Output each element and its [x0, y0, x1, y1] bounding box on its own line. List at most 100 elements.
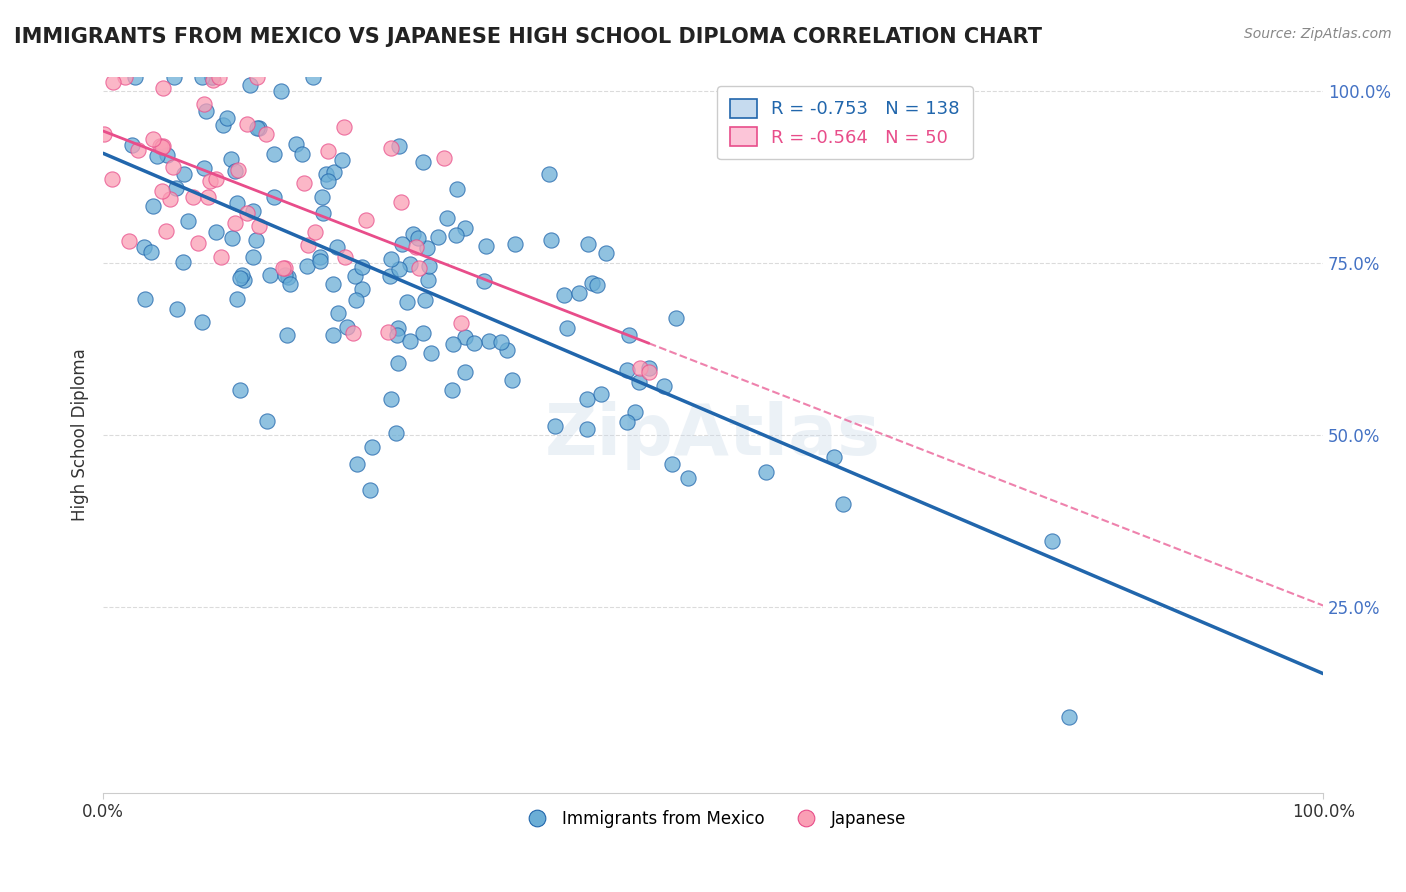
Point [1059, 710, 1081, 724]
Point [322, 165, 344, 179]
Point [475, 239, 498, 253]
Point [359, 483, 381, 497]
Point [413, 293, 436, 307]
Point [304, 225, 326, 239]
Point [637, 365, 659, 379]
Point [181, 190, 204, 204]
Point [755, 465, 778, 479]
Point [617, 328, 640, 343]
Point [380, 252, 402, 266]
Point [297, 238, 319, 252]
Point [249, 120, 271, 135]
Point [159, 193, 181, 207]
Point [441, 337, 464, 351]
Point [150, 184, 173, 198]
Point [315, 167, 337, 181]
Point [156, 148, 179, 162]
Point [292, 177, 315, 191]
Point [276, 328, 298, 343]
Point [433, 151, 456, 165]
Point [274, 260, 297, 275]
Point [211, 118, 233, 132]
Text: Source: ZipAtlas.com: Source: ZipAtlas.com [1244, 27, 1392, 41]
Point [118, 235, 141, 249]
Point [200, 174, 222, 188]
Point [444, 228, 467, 243]
Point [581, 277, 603, 291]
Point [336, 319, 359, 334]
Point [538, 167, 561, 181]
Point [278, 277, 301, 292]
Point [628, 360, 651, 375]
Point [311, 190, 333, 204]
Point [155, 224, 177, 238]
Point [496, 343, 519, 357]
Point [665, 311, 688, 326]
Point [332, 120, 354, 135]
Point [387, 356, 409, 370]
Point [146, 149, 169, 163]
Point [316, 144, 339, 158]
Point [616, 362, 638, 376]
Point [326, 306, 349, 320]
Point [416, 241, 439, 255]
Point [575, 421, 598, 435]
Point [132, 240, 155, 254]
Point [242, 203, 264, 218]
Point [388, 261, 411, 276]
Point [322, 328, 344, 343]
Point [195, 104, 218, 119]
Point [823, 450, 845, 464]
Point [391, 237, 413, 252]
Point [555, 320, 578, 334]
Point [316, 174, 339, 188]
Point [172, 254, 194, 268]
Point [385, 426, 408, 441]
Text: IMMIGRANTS FROM MEXICO VS JAPANESE HIGH SCHOOL DIPLOMA CORRELATION CHART: IMMIGRANTS FROM MEXICO VS JAPANESE HIGH … [14, 27, 1042, 46]
Point [219, 152, 242, 166]
Point [578, 237, 600, 252]
Point [209, 250, 232, 264]
Point [472, 274, 495, 288]
Point [236, 206, 259, 220]
Point [193, 161, 215, 175]
Point [150, 140, 173, 154]
Point [540, 233, 562, 247]
Point [405, 240, 427, 254]
Point [454, 221, 477, 235]
Point [678, 471, 700, 485]
Point [191, 70, 214, 85]
Point [387, 320, 409, 334]
Point [254, 128, 277, 142]
Point [446, 182, 468, 196]
Point [616, 415, 638, 429]
Point [380, 141, 402, 155]
Point [568, 285, 591, 300]
Point [637, 361, 659, 376]
Point [398, 257, 420, 271]
Point [385, 328, 408, 343]
Point [553, 287, 575, 301]
Point [245, 121, 267, 136]
Point [291, 147, 314, 161]
Point [208, 70, 231, 85]
Point [398, 334, 420, 348]
Point [228, 384, 250, 398]
Point [427, 230, 450, 244]
Point [576, 392, 599, 407]
Point [389, 194, 412, 209]
Point [586, 278, 609, 293]
Point [274, 268, 297, 283]
Point [352, 260, 374, 274]
Point [285, 137, 308, 152]
Point [408, 260, 430, 275]
Point [354, 212, 377, 227]
Point [335, 250, 357, 264]
Point [454, 365, 477, 379]
Point [589, 386, 612, 401]
Point [162, 161, 184, 175]
Y-axis label: High School Diploma: High School Diploma [72, 349, 89, 522]
Point [652, 379, 675, 393]
Point [197, 190, 219, 204]
Point [416, 273, 439, 287]
